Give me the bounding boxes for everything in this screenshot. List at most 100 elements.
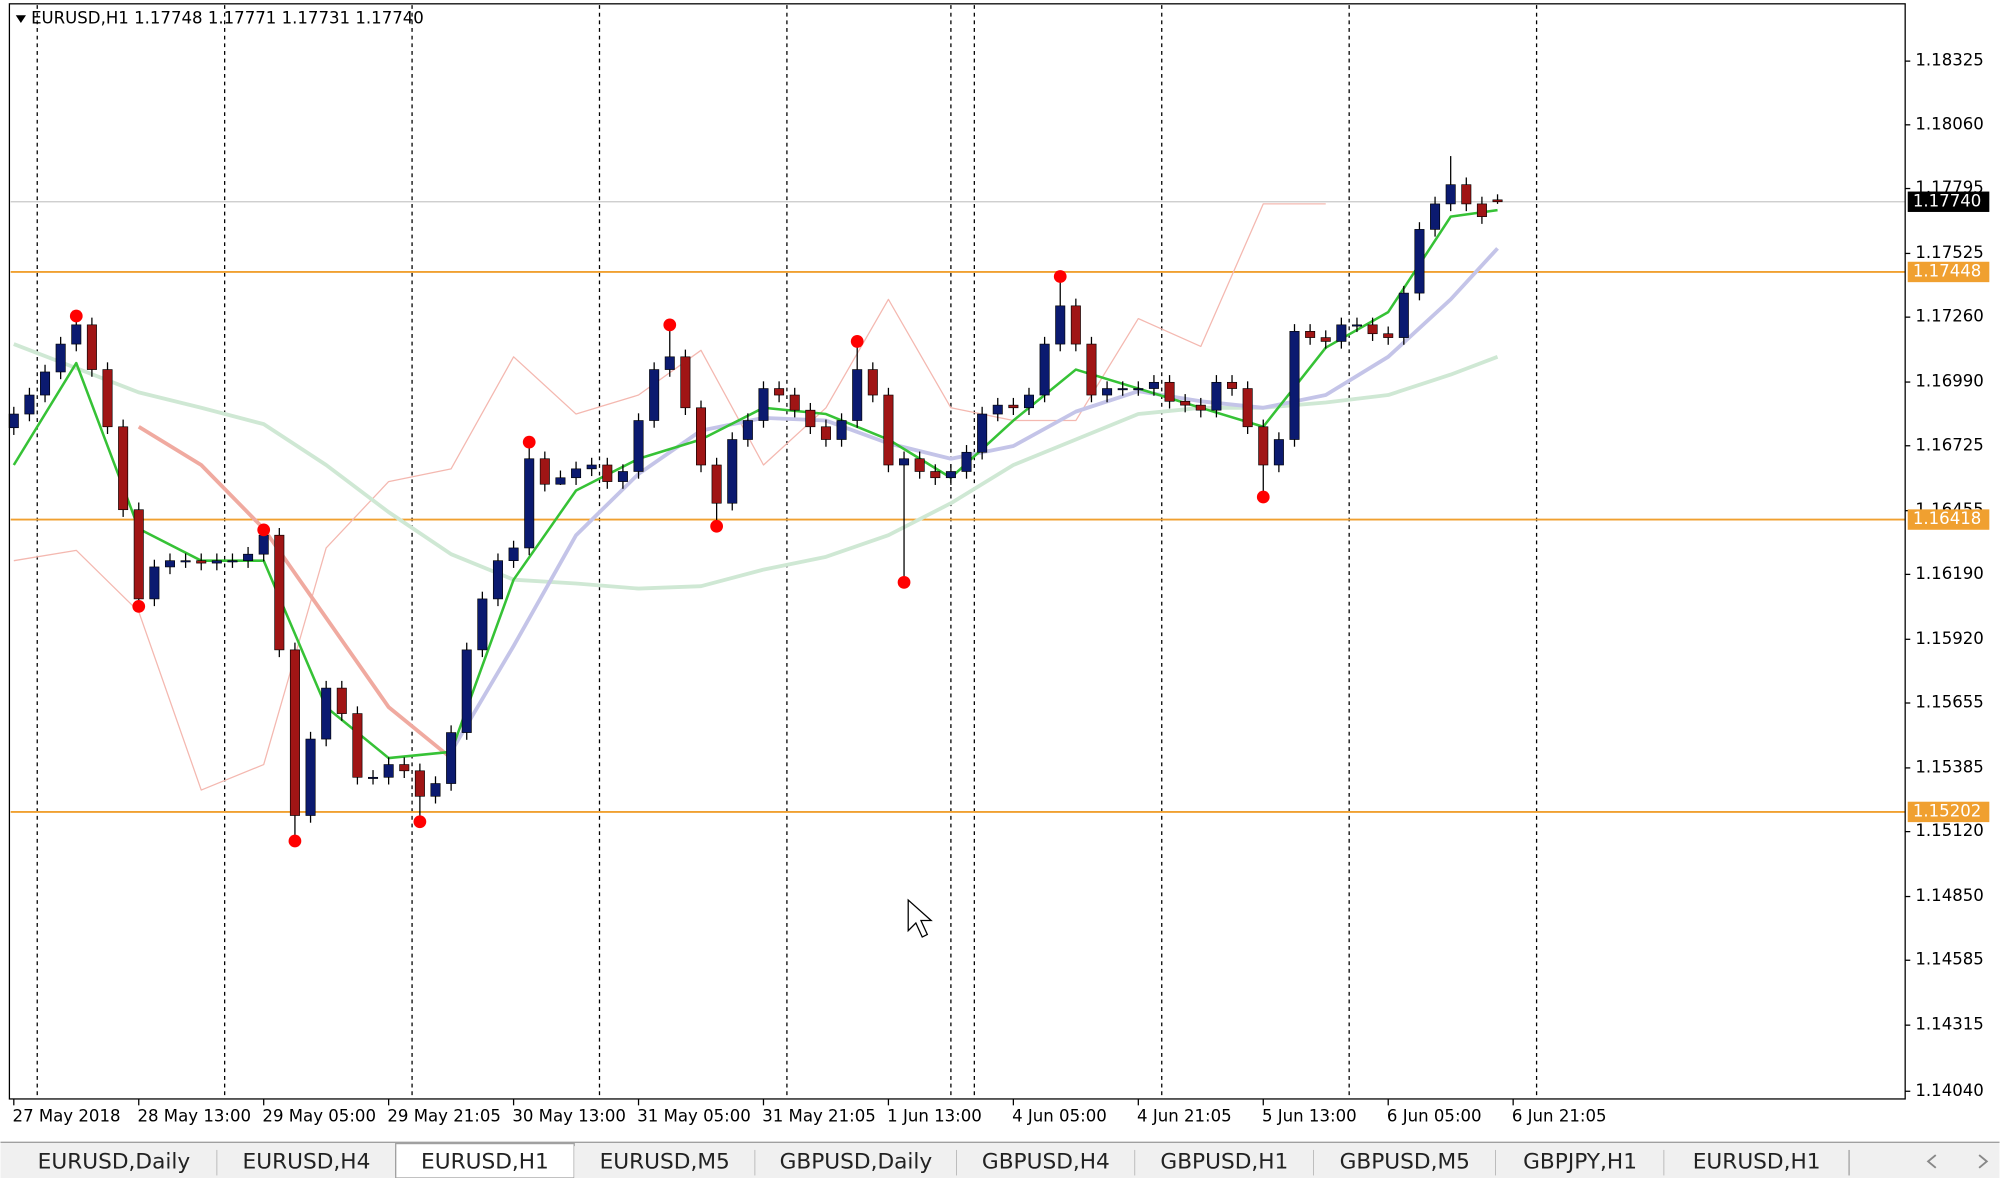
candle-body — [617, 471, 628, 482]
candle-body — [977, 413, 988, 453]
tab-scroll-arrows[interactable] — [1926, 1154, 1989, 1169]
candle-body — [555, 477, 566, 485]
candle-body — [1492, 199, 1503, 203]
tab[interactable] — [956, 1146, 1136, 1178]
tab-label[interactable]: EURUSD,H4 — [243, 1150, 371, 1175]
candle-body — [727, 439, 738, 504]
candle-body — [430, 783, 441, 797]
fractal-dot — [1053, 270, 1067, 283]
candle-body — [1070, 305, 1081, 345]
candle-body — [86, 324, 97, 370]
candle-body — [774, 388, 785, 396]
x-tick-label: 6 Jun 05:00 — [1387, 1106, 1482, 1125]
fractal-dot — [257, 523, 271, 537]
candle-body — [571, 468, 582, 479]
x-tick-label: 31 May 05:00 — [637, 1106, 751, 1125]
tab-label[interactable]: GBPUSD,M5 — [1340, 1150, 1470, 1175]
candle-body — [1383, 333, 1394, 338]
fractal-dot — [850, 335, 864, 348]
candle-body — [196, 560, 207, 564]
candle-body — [1227, 381, 1238, 389]
tab[interactable] — [574, 1146, 756, 1178]
x-tick-label: 27 May 2018 — [13, 1106, 121, 1125]
header-arrow — [15, 15, 26, 23]
tab-label[interactable]: EURUSD,M5 — [600, 1150, 730, 1175]
candle-body — [1195, 404, 1206, 411]
y-tick-label: 1.16990 — [1915, 372, 1984, 391]
candle-body — [180, 560, 191, 563]
fractal-dot — [1256, 490, 1270, 504]
y-tick-label: 1.18060 — [1915, 114, 1984, 133]
tab[interactable] — [217, 1146, 396, 1178]
x-tick-label: 29 May 21:05 — [387, 1106, 501, 1125]
candle-body — [805, 409, 816, 428]
candle-body — [883, 394, 894, 466]
tab[interactable] — [1664, 1146, 1850, 1178]
candle-body — [508, 547, 519, 562]
candle-body — [352, 713, 363, 778]
candle-body — [102, 369, 113, 428]
candle-body — [852, 369, 863, 421]
candle-body — [602, 464, 613, 482]
tab[interactable] — [1495, 1146, 1665, 1178]
candle-body — [118, 426, 129, 511]
level-price-box — [1907, 509, 1990, 530]
candle-body — [8, 413, 19, 429]
candle-body — [1055, 305, 1066, 345]
candle-body — [336, 687, 347, 714]
y-tick-label: 1.15120 — [1915, 821, 1984, 840]
tab-label[interactable]: GBPUSD,H1 — [1160, 1150, 1288, 1175]
tab-label[interactable]: GBPUSD,H4 — [982, 1150, 1110, 1175]
candle-body — [149, 566, 160, 600]
candle-body — [680, 356, 691, 409]
tab[interactable] — [1313, 1146, 1496, 1178]
candle-body — [1414, 229, 1425, 294]
tab[interactable] — [10, 1146, 218, 1178]
candle-body — [274, 534, 285, 651]
current-price-label: 1.17740 — [1913, 191, 1982, 210]
candle-body — [1289, 331, 1300, 440]
tab-active[interactable] — [395, 1142, 575, 1178]
tab-label[interactable]: EURUSD,H1 — [421, 1150, 549, 1175]
x-tick-label: 5 Jun 13:00 — [1262, 1106, 1357, 1125]
candle-body — [1351, 324, 1362, 327]
candle-body — [1320, 337, 1331, 342]
tab-label[interactable]: EURUSD,Daily — [38, 1150, 191, 1175]
candle-body — [992, 404, 1003, 415]
level-price-label: 1.15202 — [1913, 801, 1982, 820]
level-price-label: 1.17448 — [1913, 261, 1982, 280]
tab-label[interactable]: GBPUSD,Daily — [780, 1150, 933, 1175]
candle-body — [399, 764, 410, 772]
y-tick-label: 1.16725 — [1915, 435, 1984, 454]
tab-label[interactable]: EURUSD,H1 — [1693, 1150, 1821, 1175]
y-tick-label: 1.14315 — [1915, 1015, 1984, 1034]
candle-body — [711, 464, 722, 504]
candle-body — [1242, 388, 1253, 428]
candle-body — [40, 371, 51, 396]
tab[interactable] — [755, 1146, 957, 1178]
mouse-cursor — [907, 898, 933, 938]
candle-body — [1008, 404, 1019, 409]
candle-body — [24, 394, 35, 415]
candle-body — [1086, 343, 1097, 396]
tab-label[interactable]: GBPJPY,H1 — [1523, 1150, 1637, 1175]
candle-body — [539, 458, 550, 485]
candle-body — [243, 553, 254, 562]
y-tick-label: 1.14585 — [1915, 950, 1984, 969]
fractal-dot — [710, 519, 724, 533]
candle-body — [633, 420, 644, 472]
candle-body — [1461, 184, 1472, 205]
y-tick-label: 1.14040 — [1915, 1081, 1984, 1100]
candle-body — [414, 770, 425, 797]
x-tick-label: 31 May 21:05 — [762, 1106, 876, 1125]
candle-body — [1476, 203, 1487, 217]
candle-body — [1258, 426, 1269, 466]
y-tick-label: 1.15920 — [1915, 629, 1984, 648]
candle-body — [211, 560, 222, 564]
x-tick-label: 4 Jun 05:00 — [1012, 1106, 1107, 1125]
fractal-dot — [288, 834, 302, 848]
tab[interactable] — [1135, 1146, 1314, 1178]
candle-body — [71, 324, 82, 345]
x-tick-label: 6 Jun 21:05 — [1512, 1106, 1607, 1125]
